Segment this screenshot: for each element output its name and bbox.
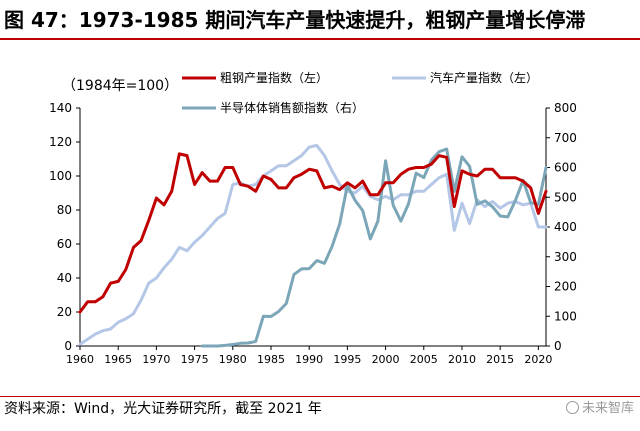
x-tick-label: 1970: [142, 353, 170, 366]
left-y-tick-label: 100: [49, 169, 72, 183]
left-y-tick-label: 140: [49, 101, 72, 115]
steel-index-line: [78, 152, 548, 314]
left-y-tick-label: 120: [49, 135, 72, 149]
watermark-logo-icon: [565, 401, 579, 414]
x-tick-label: 1995: [333, 353, 361, 366]
figure-title: 图 47：1973-1985 期间汽车产量快速提升，粗钢产量增长停滞: [4, 8, 586, 32]
right-y-tick-label: 100: [554, 309, 577, 323]
x-tick-label: 1975: [181, 353, 209, 366]
x-tick-label: 1960: [66, 353, 94, 366]
title-divider: [0, 38, 640, 40]
watermark-text: 未来智库: [581, 401, 634, 416]
x-tick-label: 1980: [219, 353, 247, 366]
right-y-tick-label: 300: [554, 250, 577, 264]
right-y-tick-label: 200: [554, 280, 577, 294]
legend-auto-label: 汽车产量指数（左）: [430, 70, 538, 85]
index-note: （1984年=100）: [62, 78, 178, 94]
right-y-tick-label: 600: [554, 161, 577, 175]
x-tick-label: 2005: [410, 353, 438, 366]
legend-steel-label: 粗钢产量指数（左）: [220, 70, 328, 85]
watermark: 未来智库: [565, 398, 634, 420]
legend-semiconductor-label: 半导体体销售额指数（右）: [220, 100, 364, 115]
x-tick-label: 2015: [486, 353, 514, 366]
right-y-tick-label: 500: [554, 190, 577, 204]
left-y-tick-label: 80: [57, 203, 72, 217]
source-note: 资料来源：Wind，光大证券研究所，截至 2021 年: [4, 401, 322, 417]
x-tick-label: 1985: [257, 353, 285, 366]
left-y-tick-label: 20: [57, 305, 72, 319]
left-y-tick-label: 0: [64, 339, 72, 353]
semiconductor-index-line: [200, 147, 548, 348]
right-y-tick-label: 0: [554, 339, 562, 353]
right-y-tick-label: 400: [554, 220, 577, 234]
left-y-tick-label: 60: [57, 237, 72, 251]
left-y-tick-label: 40: [57, 271, 72, 285]
auto-index-line: [78, 143, 548, 346]
x-tick-label: 1990: [295, 353, 323, 366]
right-y-tick-label: 800: [554, 101, 577, 115]
right-y-tick-label: 700: [554, 131, 577, 145]
chart: 0 20 40 60 80 100 120 140 0 100 200 300 400 500 600 700…: [49, 70, 577, 366]
x-tick-label: 2000: [372, 353, 400, 366]
x-tick-label: 2010: [448, 353, 476, 366]
x-tick-label: 2020: [524, 353, 552, 366]
x-tick-label: 1965: [104, 353, 132, 366]
source-divider: [0, 396, 640, 397]
